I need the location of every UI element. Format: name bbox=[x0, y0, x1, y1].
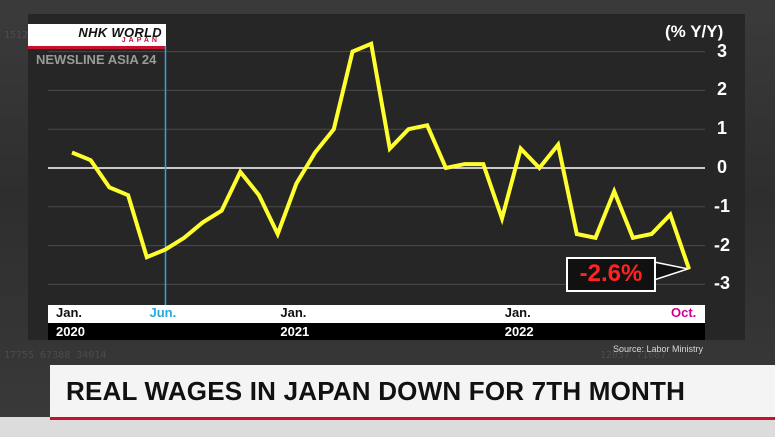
background-texture: 17755 67388 34014 bbox=[4, 350, 107, 361]
x-tick-year-label: 2022 bbox=[504, 324, 534, 339]
x-axis-month-bar bbox=[48, 305, 705, 323]
x-tick-year-label: 2021 bbox=[280, 324, 310, 339]
value-callout-label: -2.6% bbox=[579, 260, 643, 287]
y-tick-label: -3 bbox=[713, 273, 730, 294]
background-texture: 12057 71687 bbox=[600, 350, 667, 361]
broadcaster-logo-text: NHK WORLD bbox=[78, 25, 162, 40]
callout-pointer bbox=[653, 261, 691, 282]
broadcaster-logo bbox=[28, 24, 166, 48]
headline-banner bbox=[50, 365, 775, 417]
y-tick-label: -1 bbox=[713, 195, 730, 216]
source-credit: Source: Labor Ministry bbox=[612, 344, 703, 354]
lower-band bbox=[0, 417, 775, 437]
value-callout-box bbox=[566, 257, 656, 292]
x-tick-year-label: 2020 bbox=[56, 324, 85, 339]
x-axis-year-bar bbox=[48, 323, 705, 340]
headline-red-stripe bbox=[50, 417, 775, 420]
headline-text: REAL WAGES IN JAPAN DOWN FOR 7TH MONTH bbox=[66, 376, 686, 406]
x-tick-month-label: Jan. bbox=[280, 305, 307, 320]
wage-series-line bbox=[71, 40, 691, 270]
x-tick-month-label: Jun. bbox=[149, 305, 177, 320]
y-tick-label: -2 bbox=[713, 234, 730, 255]
y-tick-label: 3 bbox=[716, 40, 727, 61]
x-tick-month-label: Jan. bbox=[504, 305, 531, 320]
program-name: NEWSLINE ASIA 24 bbox=[36, 52, 157, 67]
y-axis-unit-label: (% Y/Y) bbox=[665, 22, 724, 41]
broadcaster-logo-stripe bbox=[28, 46, 166, 49]
y-tick-label: 1 bbox=[716, 118, 727, 139]
broadcaster-logo-subtext: JAPAN bbox=[121, 37, 160, 44]
x-tick-month-label: Jan. bbox=[56, 305, 83, 320]
y-tick-label: 2 bbox=[716, 79, 727, 100]
x-tick-month-label: Oct. bbox=[671, 305, 697, 320]
y-tick-label: 0 bbox=[716, 157, 727, 177]
